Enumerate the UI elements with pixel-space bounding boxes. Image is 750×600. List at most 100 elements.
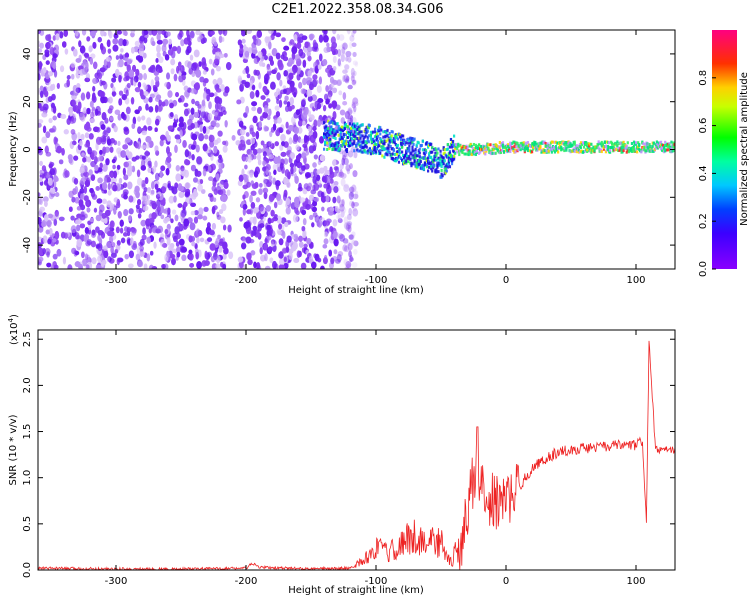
spectrogram-cell [262,160,266,167]
spectrogram-cell [450,145,454,149]
spectrogram-cell [340,173,347,179]
spectrogram-cell [349,141,352,145]
spectrogram-cell [118,59,124,68]
spectrogram-cell [101,198,107,204]
spectrogram-cell [210,68,215,76]
spectrogram-cell [301,99,306,108]
spectrogram-cell [213,139,219,146]
spectrogram-cell [345,50,352,58]
spectrogram-cell [336,33,340,41]
spectrogram-cell [171,209,177,215]
spectrogram-cell [144,151,151,157]
spectrogram-cell [344,111,351,120]
spectrogram-cell [351,201,355,209]
spectrogram-cell [398,147,402,151]
spectrogram-cell [250,190,257,196]
spectrogram-cell [375,143,378,147]
spectrogram-cell [343,222,349,229]
spectrogram-cell [319,167,325,174]
spectrogram-cell [177,33,183,40]
spectrogram-cell [78,199,84,207]
spectrogram-cell [264,265,271,269]
spectrogram-cell [347,84,353,90]
spectrogram-cell [46,251,50,258]
spectrogram-cell [264,77,269,85]
spectrogram-cell [268,55,274,62]
spectrogram-cell [210,30,215,36]
spectrogram-cell [218,30,223,35]
spectrogram-cell [156,206,161,213]
spectrogram-cell [148,163,152,169]
spectrogram-cell [154,183,159,190]
spectrogram-cell [281,140,286,147]
spectrogram-cell [317,257,322,263]
spectrogram-cell [328,249,332,257]
spectrogram-cell [39,85,44,91]
spectrogram-cell [82,157,87,163]
colorbar-label: Normalized spectral amplitude [739,72,750,226]
spectrogram-cell [305,249,309,255]
spectrogram-cell [63,30,69,37]
spectrogram-cell [95,214,102,222]
spectrogram-cell [193,216,199,224]
spectrogram-cell [195,144,200,153]
spectrogram-cell [183,85,189,92]
spectrogram-cell [268,154,274,160]
spectrogram-cell [600,150,603,154]
spectrogram-cell [62,256,67,265]
spectrogram-cell [131,123,136,129]
spectrogram-cell [261,62,266,68]
spectrogram-cell [249,79,253,87]
spectrogram-cell [263,55,268,61]
spectrogram-cell [430,164,433,168]
spectrogram-cell [180,65,185,74]
spectrogram-cell [38,256,44,262]
spectrogram-cell [344,78,350,84]
spectrogram-cell [81,30,87,36]
spectrogram-cell [145,136,152,143]
spectrogram-cell [293,233,298,239]
spectrogram-cell [291,116,296,125]
spectrogram-cell [666,148,669,152]
spectrogram-cell [208,101,212,110]
snr-frame [37,329,676,571]
spectrogram-cell [122,39,127,47]
spectrogram-cell [339,169,343,177]
spectrogram-cell [284,95,289,102]
spectrogram-cell [40,68,46,77]
spectrogram-cell [51,83,56,90]
spectrogram-cell [124,52,130,59]
spectrogram-cell [83,185,87,194]
snr-ytick-label: 0.5 [22,516,33,532]
spectrogram-cell [387,146,390,150]
spectrogram-cell [392,148,395,152]
spectrogram-cell [38,30,41,35]
spectrogram-cell [106,200,112,208]
spectrogram-cell [79,112,85,121]
spectrogram-cell [191,133,198,141]
spectrogram-cell [39,90,44,98]
spectrogram-cell [207,193,213,198]
spectrogram-cell [134,86,141,93]
spectrogram-cell [253,170,259,178]
spectrogram-cell [345,222,352,230]
spectrogram-cell [252,115,258,124]
spectrogram-cell [124,253,129,260]
spectrogram-cell [386,134,389,138]
spectrogram-cell [312,212,318,218]
spectrogram-cell [112,86,116,92]
spectrogram-cell [85,264,90,269]
spectrogram-cell [241,153,247,162]
spectrogram-cell [383,147,386,151]
spectrogram-cell [125,89,129,97]
spectrogram-cell [418,151,421,155]
spectrogram-cell [119,219,124,227]
spectrogram-cell [107,189,112,196]
spectrogram-cell [252,225,258,231]
spectrogram-cell [456,150,459,154]
spectrogram-cell [269,195,275,201]
spectrogram-cell [346,136,350,140]
spectrogram-cell [180,246,187,253]
spectrogram-cell [123,194,128,200]
spectrogram-cell [282,192,288,201]
